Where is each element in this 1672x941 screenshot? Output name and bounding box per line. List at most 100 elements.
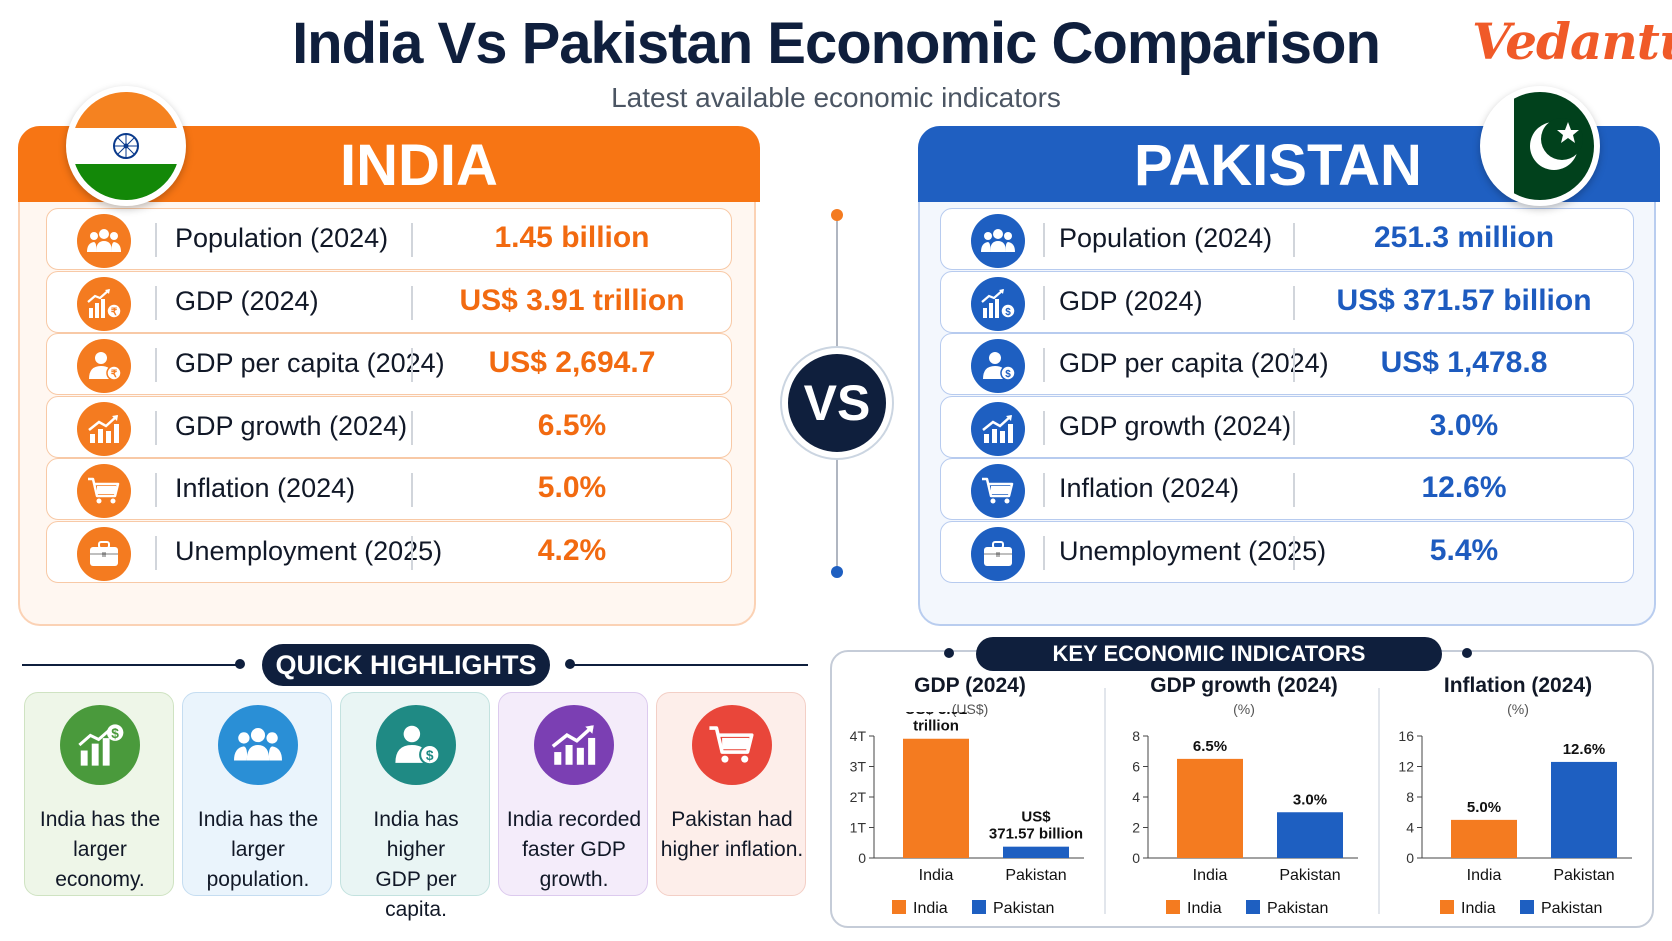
growth-chart-icon <box>77 401 131 456</box>
y-tick-label: 2T <box>850 789 867 805</box>
category-label: Pakistan <box>1005 867 1066 884</box>
pakistan-row-2: $ GDP per capita (2024) US$ 1,478.8 <box>940 333 1634 395</box>
row-divider <box>155 410 157 445</box>
growth-chart-icon <box>971 401 1025 456</box>
row-value: 4.2% <box>537 533 607 567</box>
gdp-dollar-icon: $ <box>971 276 1025 331</box>
y-tick-label: 16 <box>1398 728 1414 744</box>
y-tick-label: 1T <box>850 820 867 836</box>
row-label: GDP growth (2024) <box>1059 410 1292 441</box>
highlight-text: India recorded faster GDP growth. <box>501 805 647 895</box>
briefcase-icon <box>971 526 1025 581</box>
highlight-line: faster GDP growth. <box>522 838 626 891</box>
india-row-5: Unemployment (2025) 4.2% <box>46 520 732 583</box>
row-divider <box>411 223 413 257</box>
row-divider <box>1043 223 1045 257</box>
row-divider <box>1043 410 1045 445</box>
bar-india <box>1451 819 1517 858</box>
person-rupee-icon: ₹ <box>77 339 131 393</box>
bar-pakistan <box>1003 846 1069 858</box>
row-label: GDP per capita (2024) <box>1059 348 1329 378</box>
row-divider <box>1043 535 1045 570</box>
y-tick-label: 4 <box>1406 820 1414 836</box>
svg-text:$: $ <box>1005 307 1011 318</box>
india-title: INDIA <box>340 133 498 198</box>
highlight-line: larger population. <box>206 838 310 891</box>
bar-india <box>903 738 969 858</box>
row-divider <box>411 473 413 507</box>
row-label: GDP (2024) <box>175 285 319 316</box>
economy-chart-icon: $ <box>60 705 140 785</box>
pakistan-row-5: Unemployment (2025) 5.4% <box>940 520 1634 583</box>
person-dollar-icon: $ <box>376 705 456 785</box>
page-title: India Vs Pakistan Economic Comparison <box>292 11 1381 76</box>
row-divider <box>1293 285 1295 320</box>
india-row-4: Inflation (2024) 5.0% <box>46 458 732 520</box>
row-label: Population (2024) <box>175 223 389 253</box>
row-divider <box>1293 223 1295 257</box>
pakistan-title: PAKISTAN <box>1134 133 1422 198</box>
row-divider <box>1043 285 1045 320</box>
data-label: US$ 3.91 <box>905 712 968 718</box>
gdp-rupee-icon: ₹ <box>77 276 131 331</box>
row-value: 6.5% <box>537 408 607 442</box>
charts-dot-right <box>1462 648 1472 658</box>
page-subtitle: Latest available economic indicators <box>611 82 1061 113</box>
highlight-line: larger economy. <box>55 838 145 891</box>
chart-title: GDP growth (2024) <box>1150 674 1338 697</box>
legend-swatch <box>1440 900 1454 914</box>
people-icon <box>971 214 1025 268</box>
row-divider <box>155 348 157 382</box>
row-value: 3.0% <box>1429 408 1499 442</box>
india-row-1: ₹ GDP (2024) US$ 3.91 trillion <box>46 270 732 333</box>
row-label: GDP per capita (2024) <box>175 348 445 378</box>
row-label: Unemployment (2025) <box>175 535 443 566</box>
row-value: 5.0% <box>537 471 607 504</box>
row-divider <box>411 410 413 445</box>
chart-title: Inflation (2024) <box>1443 674 1593 697</box>
legend-swatch <box>1166 900 1180 914</box>
svg-text:$: $ <box>1005 369 1011 380</box>
cart-icon <box>692 705 772 785</box>
row-divider <box>1293 473 1295 507</box>
pakistan-flag-icon <box>1480 86 1600 206</box>
row-label: GDP growth (2024) <box>175 410 408 441</box>
y-tick-label: 6 <box>1132 759 1140 775</box>
category-label: India <box>1467 867 1502 884</box>
highlights-title: QUICK HIGHLIGHTS <box>262 644 550 686</box>
category-label: Pakistan <box>1279 867 1340 884</box>
highlight-text: Pakistan had higher inflation. <box>659 805 805 865</box>
chart-unit: (US$) <box>951 701 989 717</box>
vedantu-logo[interactable]: Vedantu <box>1472 12 1672 71</box>
data-label: trillion <box>913 718 959 735</box>
row-divider <box>411 285 413 320</box>
row-divider <box>155 223 157 257</box>
cart-icon <box>77 464 131 518</box>
chart-2: 0 4 8 12 16 5.0% India 12.6% Pakistan India Pakist… <box>1398 728 1632 917</box>
chart-unit: (%) <box>1507 701 1529 717</box>
category-label: India <box>919 867 954 884</box>
highlights-line-left <box>22 664 244 666</box>
y-tick-label: 3T <box>850 759 867 775</box>
highlight-line: India has the <box>39 808 161 831</box>
highlight-card: $ India has higher GDP per capita. <box>340 692 490 921</box>
vs-badge: VS <box>782 348 892 458</box>
charts-dot-left <box>944 648 954 658</box>
row-divider <box>1043 473 1045 507</box>
highlight-line: India has the <box>197 808 319 831</box>
row-value: US$ 3.91 trillion <box>459 283 685 317</box>
bar-pakistan <box>1551 761 1617 858</box>
person-dollar-icon: $ <box>971 339 1025 393</box>
row-value: US$ 2,694.7 <box>488 346 656 379</box>
data-label: 12.6% <box>1563 741 1606 758</box>
row-value: US$ 371.57 billion <box>1336 283 1592 317</box>
y-tick-label: 8 <box>1406 789 1414 805</box>
pakistan-row-3: GDP growth (2024) 3.0% <box>940 395 1634 458</box>
legend-label: Pakistan <box>1541 900 1602 917</box>
data-label: 3.0% <box>1293 791 1327 808</box>
chart-divider-1 <box>1104 688 1106 914</box>
highlights-line-right <box>568 664 808 666</box>
people-icon <box>218 705 298 785</box>
legend-label: India <box>1187 900 1222 917</box>
